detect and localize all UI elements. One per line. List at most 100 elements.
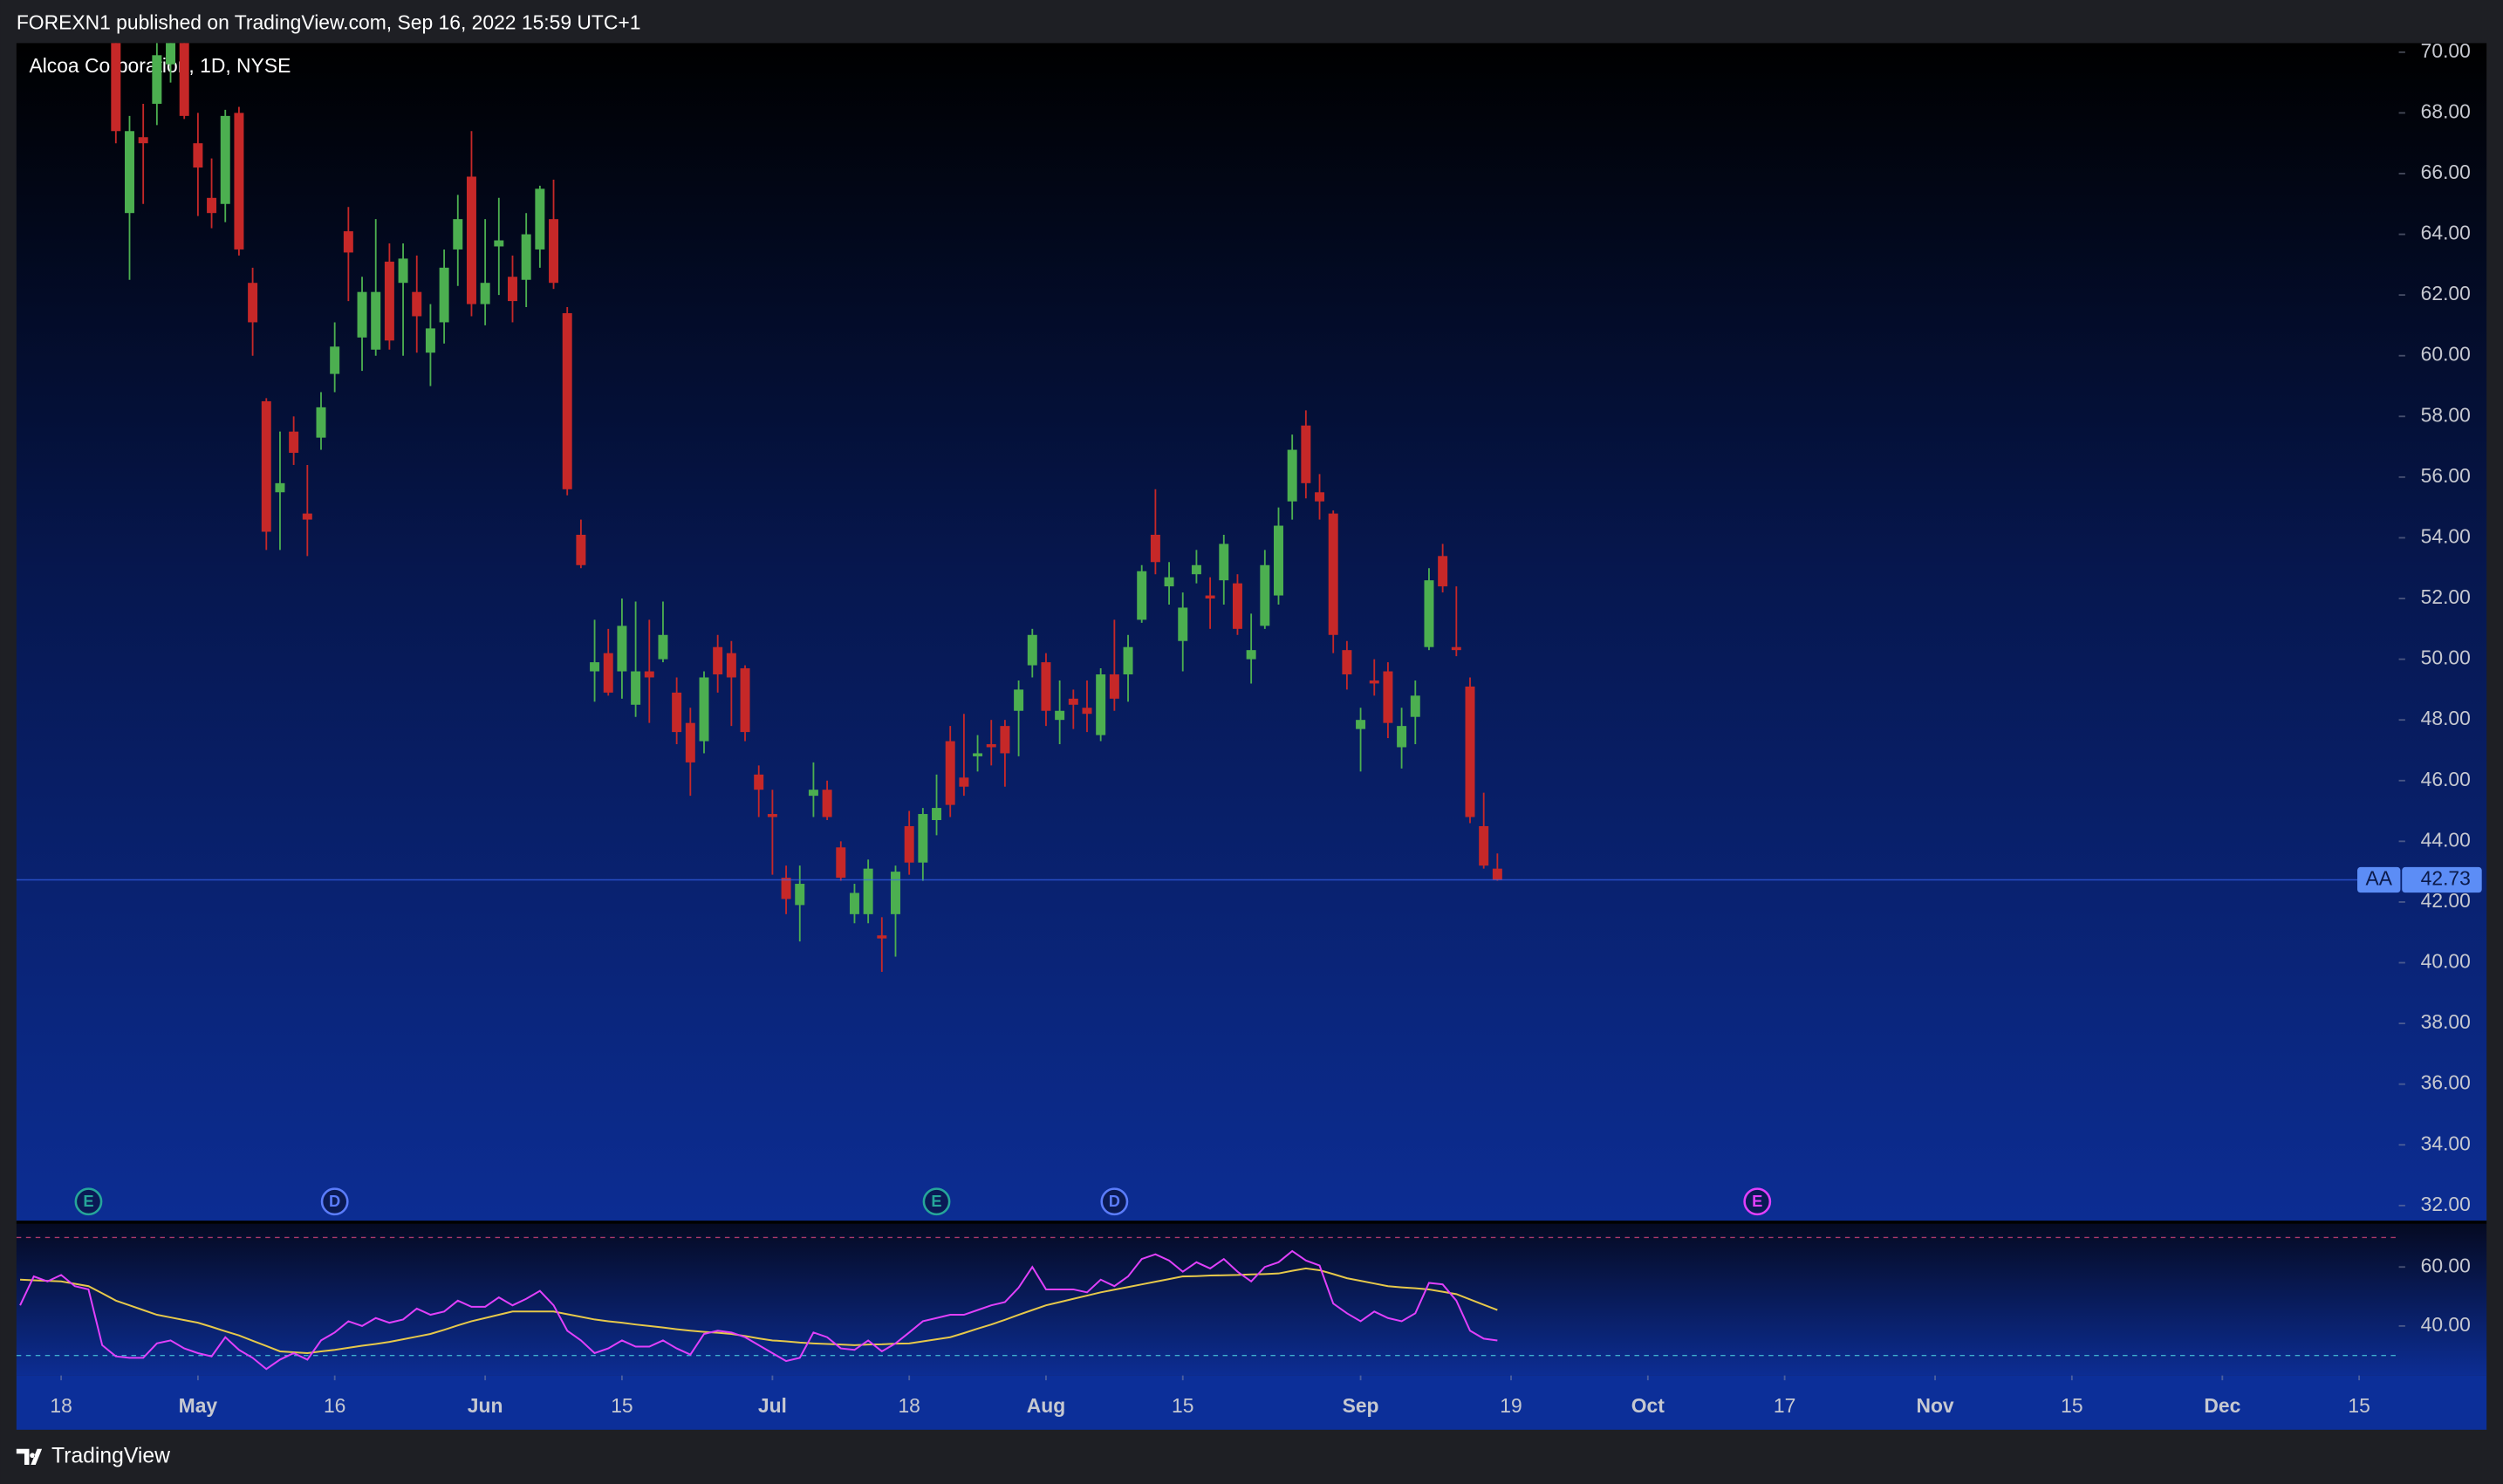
candle-body — [1219, 544, 1229, 581]
candle-body — [1096, 674, 1106, 735]
y-tick-label: 64.00 — [2421, 222, 2471, 244]
candle-body — [316, 407, 326, 438]
candle-body — [576, 534, 586, 565]
rsi-y-tick-label: 40.00 — [2421, 1313, 2471, 1336]
candle-body — [357, 291, 367, 338]
candle-body — [918, 814, 928, 863]
event-marker — [922, 1187, 951, 1216]
candle-body — [125, 131, 134, 214]
candle-body — [1246, 650, 1256, 660]
candle-body — [330, 346, 340, 374]
candle-body — [1137, 571, 1147, 620]
candle-body — [836, 847, 846, 879]
candle-body — [152, 55, 162, 104]
candle-body — [795, 884, 805, 906]
candle-body — [1383, 671, 1393, 723]
candle-body — [631, 671, 641, 705]
price-badge — [2402, 866, 2482, 893]
rsi-pane — [16, 1223, 2487, 1376]
candle-body — [672, 692, 682, 733]
candle-body — [617, 626, 627, 672]
y-tick-label: 44.00 — [2421, 828, 2471, 851]
candle-body — [590, 662, 600, 672]
candle-body — [1274, 525, 1283, 596]
candle-body — [111, 43, 121, 132]
candle-body — [508, 277, 517, 302]
y-tick-label: 58.00 — [2421, 403, 2471, 426]
y-tick-label: 48.00 — [2421, 707, 2471, 729]
candle-body — [1260, 564, 1270, 626]
footer-brand: TradingView — [51, 1444, 170, 1467]
x-tick-label: 19 — [1500, 1394, 1522, 1417]
candle-body — [425, 328, 435, 353]
candle-body — [767, 814, 777, 817]
y-tick-label: 66.00 — [2421, 161, 2471, 183]
x-tick-label: 15 — [611, 1394, 633, 1417]
x-tick-label: 17 — [1774, 1394, 1795, 1417]
pane-separator — [16, 1221, 2487, 1224]
candle-body — [179, 43, 189, 116]
y-tick-label: 46.00 — [2421, 768, 2471, 790]
candle-body — [384, 261, 394, 341]
y-tick-label: 50.00 — [2421, 646, 2471, 669]
candle-body — [808, 790, 818, 797]
candle-body — [1328, 513, 1338, 635]
y-tick-label: 56.00 — [2421, 464, 2471, 487]
candle-body — [726, 653, 736, 678]
symbol-badge — [2357, 866, 2401, 893]
candle-body — [1438, 556, 1448, 587]
event-marker — [74, 1187, 103, 1216]
rsi-y-tick-label: 60.00 — [2421, 1254, 2471, 1276]
event-marker — [320, 1187, 349, 1216]
candle-body — [877, 935, 887, 939]
candle-body — [986, 744, 996, 748]
candle-body — [398, 258, 408, 284]
y-tick-label: 54.00 — [2421, 524, 2471, 547]
y-tick-label: 60.00 — [2421, 343, 2471, 366]
candle-body — [1465, 686, 1475, 817]
price-label: 42.73 — [2421, 867, 2471, 890]
y-tick-label: 32.00 — [2421, 1193, 2471, 1215]
candle-body — [234, 113, 244, 250]
x-tick-label: Oct — [1631, 1394, 1665, 1417]
x-tick-label: 16 — [324, 1394, 345, 1417]
candle-body — [644, 671, 654, 678]
candle-body — [932, 808, 942, 820]
candle-body — [439, 267, 449, 323]
candle-body — [549, 219, 559, 284]
candle-body — [480, 283, 490, 304]
candle-body — [1027, 634, 1037, 666]
candle-body — [166, 43, 176, 65]
header: FOREXN1 published on TradingView.com, Se… — [17, 10, 641, 33]
footer-logo — [16, 1448, 43, 1466]
candle-body — [466, 176, 476, 304]
candle-body — [220, 115, 230, 204]
candle-body — [494, 240, 504, 247]
candle-body — [1041, 662, 1051, 711]
candle-body — [138, 137, 148, 144]
x-tick-label: Jun — [468, 1394, 503, 1417]
candle-body — [754, 774, 764, 790]
candle-body — [302, 513, 312, 520]
candle-body — [685, 722, 695, 763]
candle-body — [371, 291, 381, 350]
x-tick-label: Jul — [758, 1394, 787, 1417]
candle-body — [289, 431, 299, 454]
y-tick-label: 42.00 — [2421, 889, 2471, 912]
overlay: 32.00 34.00 36.00 38.00 40.00 42.00 44.00 46.00… — [50, 39, 2482, 1417]
candle-body — [275, 482, 285, 493]
y-tick-label: 70.00 — [2421, 39, 2471, 62]
candle-body — [1178, 607, 1188, 641]
time-axis — [16, 1375, 2487, 1430]
candle-body — [1232, 583, 1242, 629]
event-label: D — [1109, 1192, 1120, 1210]
symbol-label: AA — [2365, 867, 2392, 890]
rsi-plot — [16, 1236, 2399, 1371]
candle-body — [453, 219, 463, 250]
candle-body — [1397, 726, 1407, 748]
candle-body — [1342, 650, 1352, 675]
candle-body — [1191, 564, 1201, 575]
candle-body — [1109, 674, 1119, 699]
candle-body — [562, 313, 572, 489]
